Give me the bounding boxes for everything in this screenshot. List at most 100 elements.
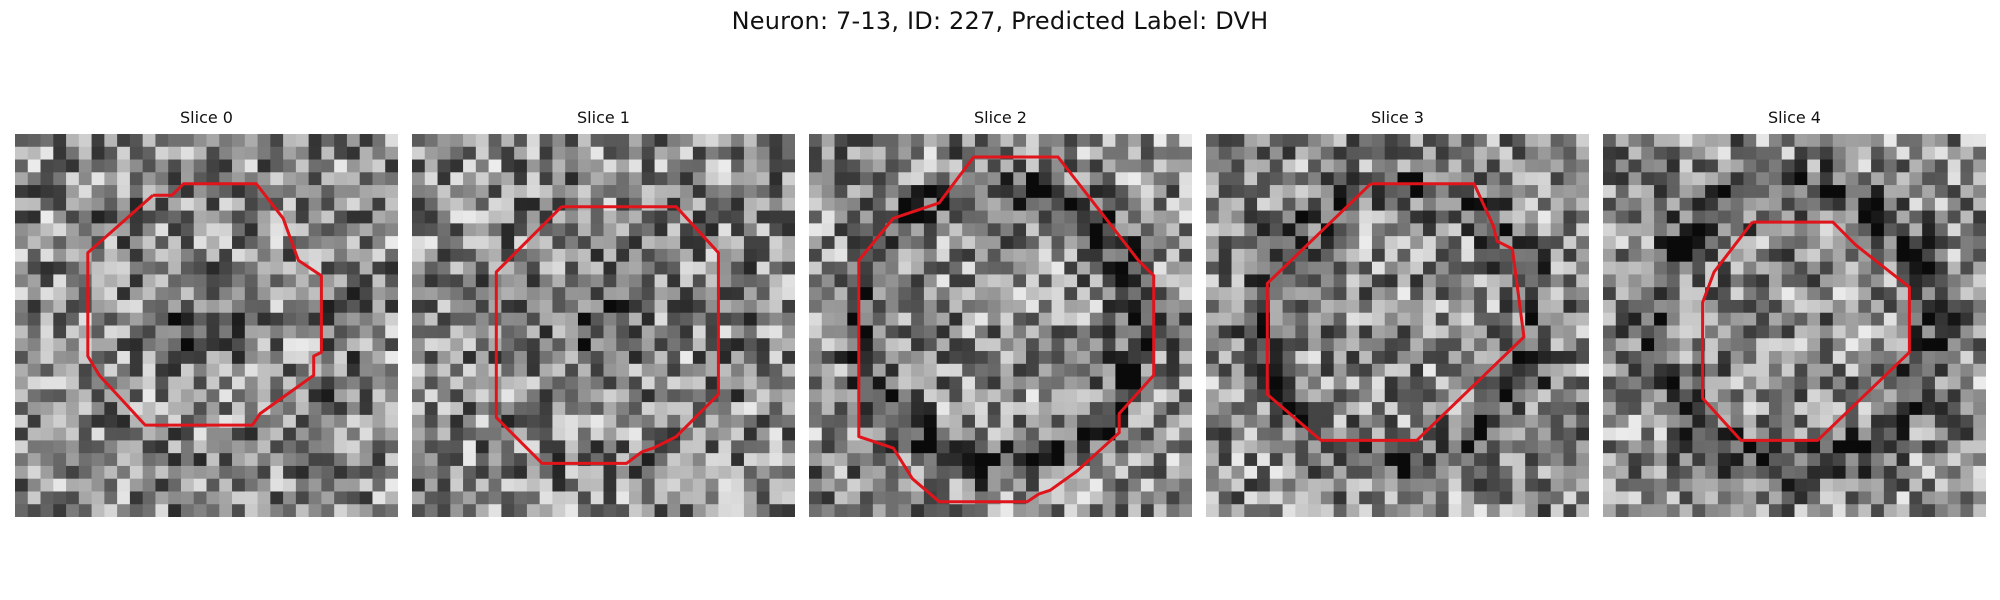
pixel bbox=[1858, 223, 1872, 237]
pixel bbox=[168, 363, 182, 378]
pixel bbox=[1960, 248, 1974, 263]
pixel bbox=[488, 134, 502, 148]
pixel bbox=[27, 427, 42, 441]
pixel bbox=[526, 389, 541, 403]
pixel bbox=[987, 299, 1002, 314]
pixel bbox=[885, 427, 899, 441]
pixel bbox=[1153, 299, 1168, 314]
pixel bbox=[565, 440, 579, 454]
pixel bbox=[1781, 236, 1796, 250]
pixel bbox=[283, 351, 297, 365]
pixel bbox=[743, 351, 758, 365]
pixel bbox=[731, 338, 745, 352]
pixel bbox=[193, 287, 208, 301]
pixel bbox=[1384, 159, 1399, 173]
pixel bbox=[872, 504, 887, 517]
neuron-outline bbox=[494, 205, 720, 465]
pixel bbox=[809, 312, 823, 327]
pixel bbox=[1654, 402, 1668, 416]
pixel bbox=[1641, 274, 1655, 288]
pixel bbox=[769, 427, 783, 441]
pixel bbox=[1781, 261, 1796, 276]
pixel bbox=[756, 427, 771, 441]
pixel bbox=[962, 376, 976, 390]
pixel bbox=[603, 389, 617, 403]
pixel bbox=[1858, 134, 1872, 148]
pixel bbox=[1832, 274, 1847, 288]
pixel bbox=[53, 440, 67, 454]
pixel bbox=[1013, 134, 1027, 148]
pixel bbox=[1346, 312, 1360, 327]
pixel bbox=[1512, 376, 1526, 390]
pixel bbox=[769, 223, 783, 237]
pixel bbox=[1960, 274, 1974, 288]
pixel bbox=[1102, 146, 1116, 161]
pixel bbox=[321, 134, 335, 148]
pixel bbox=[193, 299, 208, 314]
pixel bbox=[1102, 363, 1116, 378]
pixel bbox=[412, 504, 426, 517]
pixel bbox=[565, 338, 579, 352]
pixel bbox=[501, 402, 515, 416]
pixel bbox=[1153, 185, 1168, 199]
pixel bbox=[1679, 465, 1693, 480]
pixel bbox=[1051, 338, 1065, 352]
pixel bbox=[898, 504, 912, 517]
pixel bbox=[1832, 287, 1847, 301]
pixel bbox=[1756, 478, 1770, 493]
pixel bbox=[1896, 414, 1910, 429]
pixel bbox=[346, 376, 361, 390]
pixel bbox=[654, 274, 668, 288]
pixel bbox=[1947, 453, 1962, 467]
pixel bbox=[1140, 504, 1155, 517]
pixel bbox=[1308, 351, 1322, 365]
pixel bbox=[1461, 146, 1475, 161]
pixel bbox=[667, 504, 681, 517]
pixel bbox=[1320, 427, 1335, 441]
pixel bbox=[577, 299, 592, 314]
pixel bbox=[860, 261, 874, 276]
pixel bbox=[1525, 223, 1539, 237]
pixel bbox=[616, 376, 630, 390]
pixel bbox=[936, 261, 951, 276]
pixel bbox=[1435, 440, 1450, 454]
pixel bbox=[565, 389, 579, 403]
pixel bbox=[412, 325, 426, 339]
pixel bbox=[1115, 312, 1129, 327]
pixel bbox=[1666, 363, 1681, 378]
pixel bbox=[1333, 389, 1348, 403]
pixel bbox=[437, 223, 451, 237]
pixel bbox=[1257, 465, 1271, 480]
pixel bbox=[232, 134, 246, 148]
pixel bbox=[680, 414, 694, 429]
pixel bbox=[295, 197, 310, 212]
pixel bbox=[1922, 478, 1936, 493]
pixel bbox=[232, 185, 246, 199]
pixel bbox=[15, 197, 29, 212]
pixel bbox=[412, 351, 426, 365]
pixel bbox=[295, 478, 310, 493]
pixel bbox=[731, 389, 745, 403]
pixel bbox=[142, 312, 157, 327]
pixel bbox=[78, 299, 93, 314]
pixel bbox=[680, 453, 694, 467]
pixel bbox=[526, 491, 541, 505]
pixel bbox=[501, 338, 515, 352]
pixel bbox=[743, 376, 758, 390]
pixel bbox=[1461, 299, 1475, 314]
pixel bbox=[756, 504, 771, 517]
pixel bbox=[1282, 414, 1296, 429]
pixel bbox=[680, 248, 694, 263]
pixel bbox=[1807, 274, 1821, 288]
pixel bbox=[1218, 491, 1233, 505]
pixel bbox=[1628, 414, 1642, 429]
pixel bbox=[180, 287, 195, 301]
pixel bbox=[577, 414, 592, 429]
pixel bbox=[66, 376, 80, 390]
pixel bbox=[590, 261, 605, 276]
pixel bbox=[667, 363, 681, 378]
pixel bbox=[1807, 402, 1821, 416]
pixel bbox=[552, 236, 566, 250]
pixel bbox=[1435, 299, 1450, 314]
pixel bbox=[1525, 440, 1539, 454]
